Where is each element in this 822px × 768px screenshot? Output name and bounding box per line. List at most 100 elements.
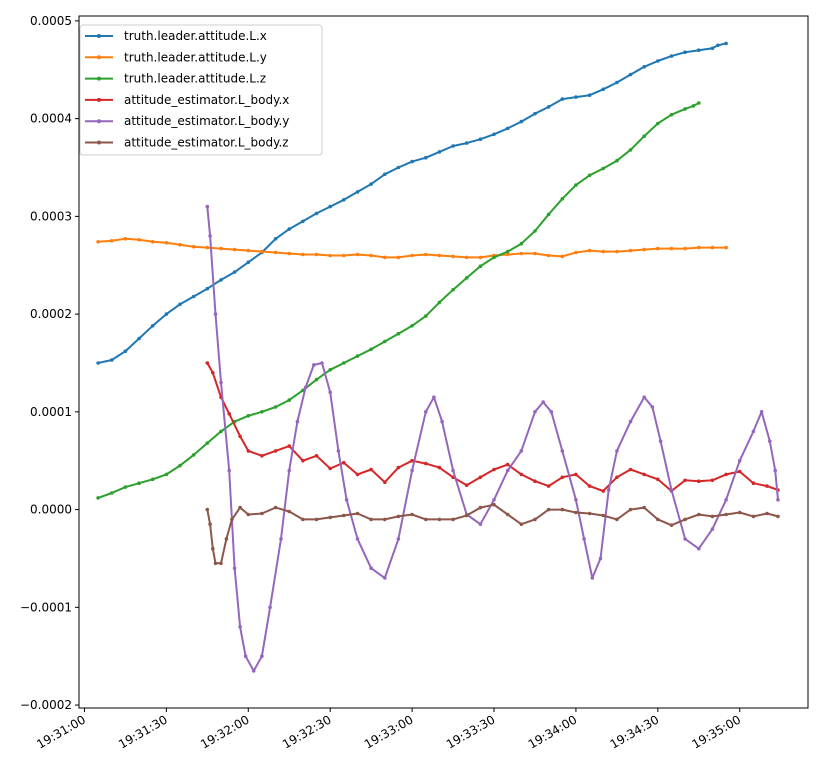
data-point-0-42	[669, 54, 674, 58]
data-point-1-4	[150, 240, 155, 244]
data-point-4-52	[724, 498, 728, 502]
data-point-0-32	[533, 111, 537, 116]
data-point-1-0	[96, 240, 100, 244]
data-point-0-17	[328, 204, 333, 209]
data-point-2-24	[424, 314, 428, 318]
data-point-4-58	[776, 498, 780, 502]
data-point-2-0	[96, 496, 100, 500]
data-point-4-43	[615, 449, 619, 453]
data-point-4-39	[582, 537, 586, 541]
data-point-4-32	[505, 468, 510, 473]
data-point-3-29	[574, 472, 578, 477]
data-point-4-7	[243, 654, 248, 658]
data-point-3-23	[492, 467, 496, 472]
data-point-2-4	[150, 477, 155, 482]
data-point-1-35	[574, 250, 578, 255]
data-point-1-19	[355, 252, 360, 257]
data-point-1-6	[178, 242, 182, 247]
data-point-1-7	[191, 244, 196, 249]
data-point-4-1	[208, 234, 212, 238]
data-point-2-20	[369, 347, 373, 352]
data-point-5-33	[587, 511, 592, 516]
data-point-3-25	[519, 472, 524, 477]
data-point-5-26	[492, 502, 496, 507]
data-point-5-28	[519, 522, 524, 526]
data-point-3-4	[238, 434, 242, 439]
data-point-3-27	[546, 484, 551, 488]
data-point-0-33	[546, 105, 551, 109]
data-point-0-19	[355, 190, 360, 194]
data-point-0-30	[505, 126, 510, 131]
data-point-2-43	[683, 107, 687, 111]
data-point-2-44	[691, 104, 696, 108]
data-point-3-16	[396, 465, 401, 470]
legend-swatch-marker-2	[97, 76, 101, 81]
data-point-2-8	[205, 441, 210, 445]
data-point-2-27	[464, 276, 469, 280]
legend-box	[79, 24, 323, 156]
data-point-3-42	[751, 481, 756, 486]
data-point-0-13	[273, 237, 278, 241]
data-point-0-18	[342, 198, 346, 202]
data-point-3-0	[205, 361, 210, 365]
data-point-1-46	[724, 245, 728, 250]
data-point-5-10	[273, 505, 278, 510]
data-point-4-57	[773, 468, 777, 473]
data-point-0-40	[642, 65, 646, 69]
data-point-1-14	[287, 251, 292, 256]
data-point-1-25	[437, 253, 442, 258]
y-tick-label-5: 0.0003	[30, 209, 72, 223]
data-point-1-12	[260, 249, 264, 254]
data-point-1-11	[246, 248, 251, 253]
data-point-0-23	[410, 159, 414, 164]
data-point-3-35	[656, 477, 660, 482]
data-point-1-3	[137, 238, 141, 242]
data-point-1-42	[669, 246, 674, 251]
data-point-4-25	[424, 410, 428, 414]
data-point-4-41	[598, 556, 603, 561]
data-point-3-21	[464, 483, 469, 488]
data-point-3-8	[287, 444, 292, 448]
legend-swatch-marker-5	[97, 140, 101, 145]
data-point-5-32	[574, 510, 578, 515]
data-point-4-21	[369, 566, 373, 570]
series-5	[205, 502, 780, 566]
data-point-5-3	[213, 561, 218, 566]
data-point-5-15	[342, 513, 346, 518]
data-point-2-34	[560, 197, 565, 201]
data-point-1-18	[342, 253, 346, 258]
data-point-2-29	[492, 255, 496, 260]
data-point-5-7	[238, 505, 242, 510]
data-point-3-26	[533, 479, 537, 484]
legend-label-4: attitude_estimator.L_body.y	[124, 114, 289, 128]
data-point-4-37	[560, 449, 565, 453]
data-point-4-53	[737, 458, 742, 463]
data-point-2-17	[328, 368, 333, 372]
data-point-0-38	[615, 80, 619, 85]
data-point-2-18	[342, 361, 346, 365]
y-tick-label-4: 0.0002	[30, 307, 72, 321]
data-point-5-17	[369, 517, 373, 522]
data-point-3-11	[328, 466, 333, 471]
data-point-3-5	[246, 449, 251, 453]
data-point-1-16	[314, 252, 319, 257]
data-point-1-23	[410, 253, 414, 258]
legend-label-3: attitude_estimator.L_body.x	[124, 93, 289, 107]
data-point-4-33	[519, 449, 524, 453]
data-point-5-23	[451, 517, 455, 522]
data-point-1-28	[478, 255, 483, 260]
data-point-5-11	[287, 509, 292, 514]
y-tick-label-3: 0.0001	[30, 405, 72, 419]
data-point-3-18	[424, 461, 428, 466]
data-point-3-28	[560, 475, 565, 480]
data-point-0-39	[628, 72, 633, 77]
data-point-1-37	[601, 249, 605, 254]
data-point-4-30	[478, 522, 483, 526]
data-point-2-9	[219, 429, 223, 434]
data-point-5-24	[464, 513, 469, 518]
data-point-2-36	[587, 173, 592, 178]
data-point-2-40	[642, 134, 646, 138]
data-point-5-38	[656, 517, 660, 522]
data-point-3-6	[260, 454, 264, 458]
data-point-0-1	[110, 358, 114, 362]
